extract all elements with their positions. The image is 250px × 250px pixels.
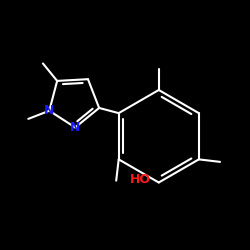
Text: HO: HO — [130, 173, 151, 186]
Text: N: N — [44, 104, 54, 117]
Text: N: N — [70, 121, 80, 134]
